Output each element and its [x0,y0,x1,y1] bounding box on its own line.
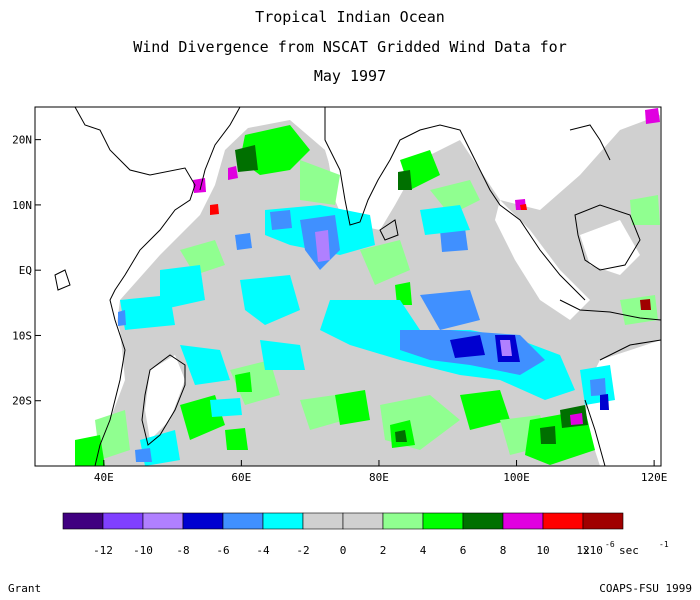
lon-tick-label-2: 80E [369,471,389,484]
legend-swatch-0 [62,512,104,530]
legend-swatch-13 [582,512,624,530]
legend-label-4: -4 [256,544,270,557]
positive-patches [75,125,660,466]
legend-swatch-6 [302,512,344,530]
legend-label-10: 8 [500,544,507,557]
sea-asia-land-2 [580,220,640,275]
legend-swatch-9 [422,512,464,530]
legend-swatch-3 [182,512,224,530]
legend-label-0: -12 [93,544,113,557]
lon-tick-label-4: 120E [641,471,668,484]
lat-tick-label-3: 10S [12,329,32,342]
lat-tick-label-1: 10N [12,199,32,212]
unit-prefix: x10 [583,544,603,557]
title-line-3: May 1997 [313,67,387,85]
legend-label-12: 12 [576,544,589,557]
legend-swatch-12 [542,512,584,530]
lat-tick-label-4: 20S [12,395,32,408]
extreme-patches [193,108,660,425]
sea-asia-land [495,200,590,320]
legend-swatch-8 [382,512,424,530]
coastlines [54,107,661,466]
unit-exponent-2: -1 [659,540,669,549]
legend-unit: x10 -6 sec -1 [583,540,669,557]
color-legend: -12 -10 -8 -6 -4 -2 0 2 4 6 8 10 12 [62,512,624,557]
lon-tick-label-3: 100E [503,471,530,484]
legend-label-9: 6 [460,544,467,557]
lat-tick-label-0: 20N [12,134,32,147]
legend-swatch-1 [102,512,144,530]
footer-credit: COAPS-FSU 1999 [599,582,692,595]
india-land [325,115,390,225]
legend-swatch-10 [462,512,504,530]
title-line-2: Wind Divergence from NSCAT Gridded Wind … [133,38,567,56]
legend-label-11: 10 [536,544,549,557]
legend-label-5: -2 [296,544,309,557]
lon-tick-label-1: 60E [231,471,251,484]
arabia-land [35,107,240,300]
lat-tick-label-2: EQ [19,264,32,277]
field-layer [35,107,661,466]
legend-swatch-5 [262,512,304,530]
footer-author: Grant [8,582,42,595]
madagascar-land [145,355,185,440]
map-frame [34,106,662,467]
title-line-1: Tropical Indian Ocean [255,8,445,26]
longitude-axis: 40E 60E 80E 100E 120E [94,460,668,484]
legend-swatch-11 [502,512,544,530]
legend-swatch-4 [222,512,264,530]
legend-label-7: 2 [380,544,387,557]
legend-label-2: -8 [176,544,189,557]
legend-label-8: 4 [420,544,427,557]
legend-label-1: -10 [133,544,153,557]
legend-label-3: -6 [216,544,229,557]
legend-label-6: 0 [340,544,347,557]
legend-swatch-2 [142,512,184,530]
negative-patches [118,205,615,466]
unit-sec: sec [619,544,639,557]
lon-tick-label-0: 40E [94,471,114,484]
latitude-axis: 20N 10N EQ 10S 20S [12,134,41,408]
legend-swatch-7 [342,512,384,530]
unit-exponent: -6 [605,540,615,549]
